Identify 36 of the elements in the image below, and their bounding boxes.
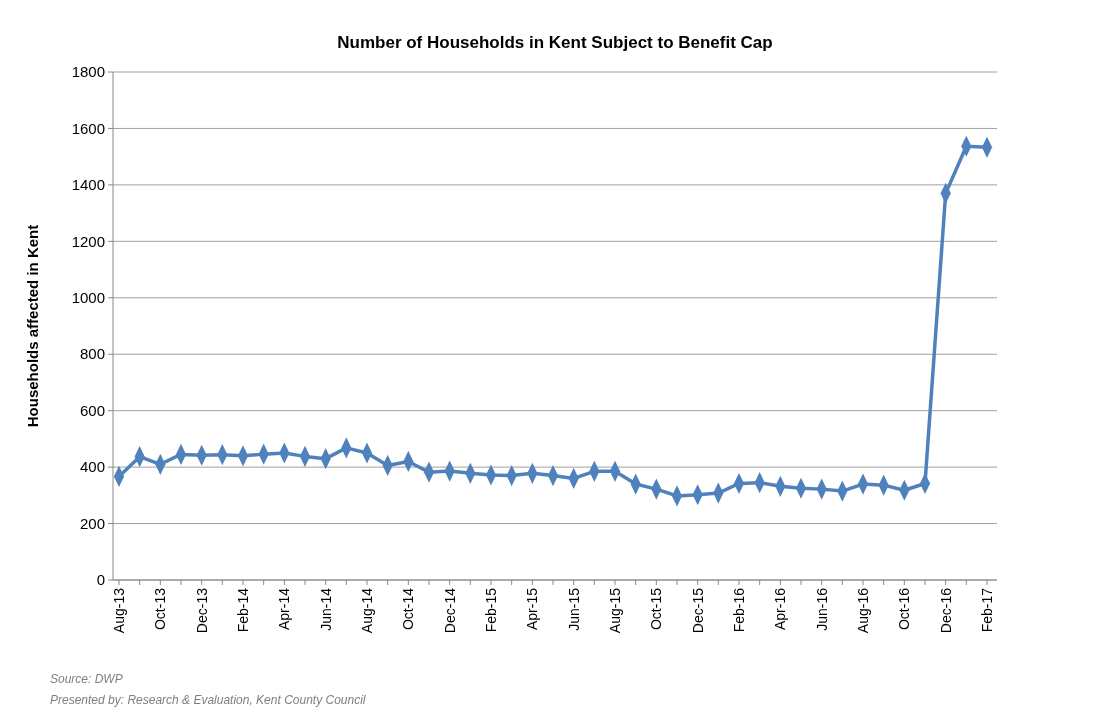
x-tick-label: Dec-15 (689, 587, 706, 634)
x-tick-label: Aug-15 (607, 587, 623, 634)
x-tick-label: Oct-16 (896, 587, 913, 631)
x-tick-label: Feb-16 (731, 587, 747, 633)
chart-title: Number of Households in Kent Subject to Benefit Cap (337, 33, 773, 52)
y-tick-label: 0 (96, 571, 105, 589)
x-tick-label: Apr-14 (276, 587, 293, 631)
y-tick-label: 1200 (71, 232, 105, 250)
x-tick-label: Oct-15 (648, 587, 665, 631)
x-tick-label: Apr-15 (524, 587, 541, 631)
x-tick-label: Feb-14 (235, 587, 251, 633)
y-tick-label: 200 (79, 514, 105, 532)
x-tick-label: Dec-13 (193, 587, 210, 634)
x-tick-label: Oct-14 (400, 587, 417, 631)
x-tick-label: Oct-13 (152, 587, 169, 631)
x-tick-label: Aug-13 (111, 587, 127, 634)
y-axis-title: Households affected in Kent (24, 224, 41, 428)
x-tick-label: Feb-17 (979, 587, 995, 633)
x-tick-label: Feb-15 (483, 587, 499, 633)
text: Presented by: Research & Evaluation, Kent County Council (50, 693, 366, 707)
x-tick-label: Aug-16 (855, 587, 871, 634)
x-tick-label: Jun-15 (565, 587, 582, 631)
source-note: Source: DWP (50, 672, 123, 686)
y-tick-label: 1000 (71, 289, 105, 307)
x-tick-label: Dec-16 (937, 587, 954, 634)
y-tick-label: 400 (79, 458, 105, 476)
y-tick-label: 800 (79, 345, 105, 363)
x-tick-label: Dec-14 (441, 587, 458, 634)
x-tick-label: Jun-16 (813, 587, 830, 631)
y-tick-label: 600 (79, 401, 105, 419)
y-tick-label: 1800 (71, 63, 105, 81)
x-tick-label: Apr-16 (772, 587, 789, 631)
x-tick-label: Jun-14 (317, 587, 334, 631)
y-tick-label: 1400 (71, 176, 105, 194)
x-tick-label: Aug-14 (359, 587, 375, 634)
y-tick-label: 1600 (71, 119, 105, 137)
